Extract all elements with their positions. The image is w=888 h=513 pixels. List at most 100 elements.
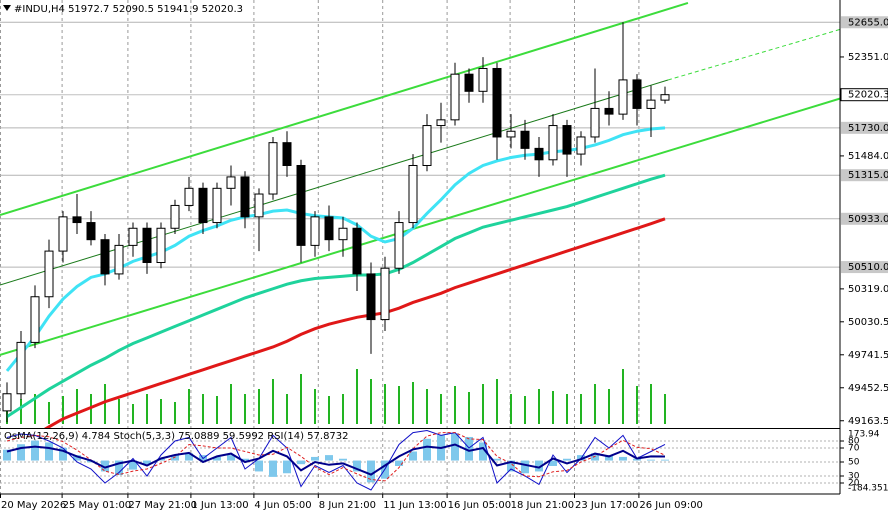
osma-bar: [59, 447, 67, 461]
candle-body: [618, 79, 628, 115]
x-tick-label: 16 Jun 05:00: [448, 500, 512, 511]
y-tick-label: 52351.0: [848, 52, 888, 63]
candle-body: [478, 67, 488, 92]
x-tick-label: 1 Jun 13:00: [191, 500, 248, 511]
level-label: 50510.0: [848, 262, 888, 273]
moving-average: [43, 217, 666, 428]
x-tick-label: 11 Jun 13:00: [383, 500, 447, 511]
candle-body: [198, 187, 208, 224]
osma-bar: [297, 460, 305, 465]
symbol-marker: [3, 5, 11, 11]
current-price-box: [840, 88, 888, 102]
osma-bar: [255, 460, 263, 472]
level-label: 51315.0: [848, 170, 888, 181]
candle-body: [520, 130, 530, 149]
level-label-box: [841, 212, 888, 225]
osma-bar: [465, 436, 473, 461]
x-tick-label: 18 Jun 21:00: [511, 500, 575, 511]
osma-bar: [283, 460, 291, 474]
candle-body: [422, 125, 432, 166]
osma-bar: [31, 440, 39, 461]
candle-body: [548, 125, 558, 161]
indicator-tick-label: 20: [848, 479, 860, 489]
candle-body: [142, 227, 152, 264]
osma-bar: [493, 458, 501, 461]
candle-body: [408, 164, 418, 224]
osma-bar: [115, 460, 123, 476]
candle-body: [58, 216, 68, 252]
candle-body: [296, 164, 306, 246]
candle-body: [310, 216, 320, 246]
candle-body: [128, 227, 138, 246]
osma-bar: [73, 455, 81, 461]
candle-body: [352, 227, 362, 275]
x-tick-label: 8 Jun 21:00: [319, 500, 376, 511]
osma-bar: [129, 460, 137, 470]
candle-body: [282, 142, 292, 166]
candle-body: [338, 227, 348, 241]
osma-bar: [311, 456, 319, 461]
candle-body: [380, 267, 390, 321]
indicator-pane: [0, 429, 840, 491]
indicator-tick-label: 80: [848, 437, 860, 447]
osma-bar: [157, 458, 165, 461]
x-tick-label: 27 May 21:00: [128, 500, 197, 511]
current-price-label: 52020.3: [848, 90, 888, 101]
candle-body: [212, 187, 222, 224]
candle-body: [632, 79, 642, 109]
osma-bar: [3, 449, 11, 461]
osma-bar: [535, 460, 543, 472]
candle-body: [240, 176, 250, 218]
y-tick-label: 49741.5: [848, 350, 888, 361]
trend-line: [0, 97, 840, 356]
osma-tick-label: 173.94: [848, 430, 880, 440]
osma-bar: [507, 460, 515, 472]
level-label-box: [841, 169, 888, 182]
osma-bar: [143, 460, 151, 465]
candle-body: [604, 107, 614, 115]
candle-body: [2, 393, 12, 412]
chart-title: #INDU,H4 51972.7 52090.5 51941.9 52020.3: [14, 4, 243, 15]
candle-body: [44, 250, 54, 298]
candle-body: [254, 193, 264, 218]
osma-bar: [269, 460, 277, 477]
osma-bar: [101, 460, 109, 472]
candle-body: [464, 73, 474, 92]
candle-body: [492, 67, 502, 138]
candle-body: [450, 73, 460, 121]
candle-body: [534, 147, 544, 161]
candle-body: [590, 107, 600, 138]
osma-bar: [423, 438, 431, 461]
osma-bar: [325, 455, 333, 461]
osma-bar: [549, 460, 557, 466]
trend-line: [0, 2, 689, 216]
osma-bar: [353, 460, 361, 472]
level-label: 51730.0: [848, 123, 888, 134]
candle-body: [86, 222, 96, 241]
candle-body: [562, 125, 572, 155]
indicator-line: [6, 432, 666, 482]
candle-body: [72, 216, 82, 224]
candle-body: [30, 296, 40, 343]
osma-bar: [45, 442, 53, 461]
osma-bar: [647, 459, 655, 461]
candle-body: [646, 99, 656, 109]
level-label: 50933.0: [848, 214, 888, 225]
candle-body: [156, 227, 166, 264]
x-tick-label: 20 May 2026: [1, 500, 66, 511]
level-label-box: [841, 16, 888, 29]
osma-bar: [563, 458, 571, 461]
osma-tick-label: -184.351: [848, 484, 888, 494]
candle-body: [184, 187, 194, 206]
candle-body: [436, 119, 446, 127]
y-tick-label: 51484.0: [848, 151, 888, 162]
osma-bar: [633, 458, 641, 461]
candle-body: [506, 130, 516, 138]
x-tick-label: 26 Jun 09:00: [639, 500, 703, 511]
osma-bar: [451, 433, 459, 461]
candle-body: [366, 273, 376, 321]
y-tick-label: 50319.0: [848, 284, 888, 295]
